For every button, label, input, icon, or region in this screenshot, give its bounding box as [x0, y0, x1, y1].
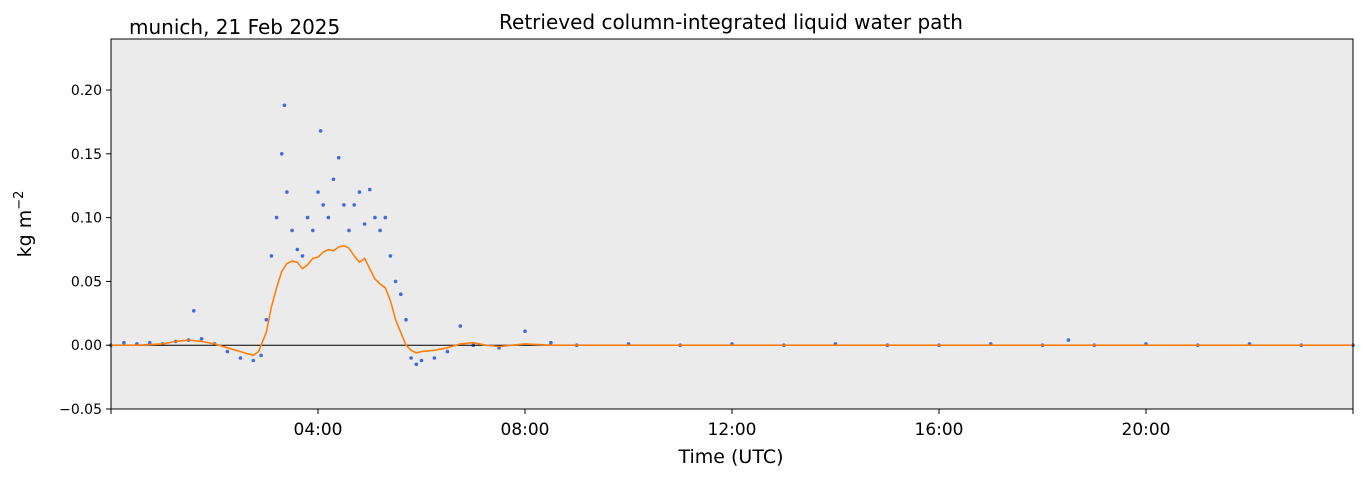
scatter-point: [1066, 338, 1071, 342]
scatter-point: [383, 215, 388, 220]
scatter-point: [225, 349, 230, 354]
scatter-point: [259, 353, 263, 358]
scatter-point: [264, 317, 269, 322]
scatter-point: [326, 215, 331, 220]
scatter-point: [362, 222, 367, 226]
scatter-point: [321, 203, 326, 207]
scatter-point: [432, 356, 437, 360]
lwp-smoothed-line: [111, 244, 1353, 357]
scatter-point: [458, 324, 463, 328]
y-tick-label: −0.05: [59, 402, 102, 418]
scatter-point: [311, 228, 315, 233]
scatter-point: [316, 190, 320, 194]
scatter-point: [409, 356, 413, 360]
y-axis-label-exponent: −2: [12, 191, 27, 210]
scatter-point: [318, 129, 323, 133]
scatter-point: [549, 340, 553, 345]
scatter-point: [399, 292, 403, 297]
location-date-label: munich, 21 Feb 2025: [129, 15, 340, 39]
scatter-point: [393, 279, 398, 284]
y-tick-label: 0.10: [71, 211, 102, 227]
scatter-point: [290, 228, 294, 233]
y-tick-label: 0.00: [71, 338, 102, 354]
y-tick-label: 0.20: [71, 83, 102, 99]
x-axis: 04:00 08:00 12:00 16:00 20:00: [110, 409, 1354, 440]
scatter-point: [192, 309, 196, 313]
y-tick-label: 0.05: [71, 274, 102, 290]
scatter-point: [336, 155, 341, 160]
scatter-point: [251, 358, 256, 363]
scatter-point: [357, 190, 362, 194]
scatter-point: [148, 340, 152, 345]
chart-title: Retrieved column-integrated liquid water…: [499, 10, 963, 34]
scatter-point: [274, 215, 279, 220]
plot-area: [111, 39, 1353, 409]
scatter-point: [414, 362, 419, 367]
scatter-point: [238, 356, 243, 360]
y-axis: −0.05 0.00 0.05 0.10 0.15 0.20: [59, 83, 111, 418]
scatter-point: [305, 215, 310, 220]
scatter-point: [280, 152, 284, 156]
scatter-point: [269, 254, 274, 258]
scatter-point: [282, 103, 287, 108]
y-axis-label: kg m−2: [12, 191, 36, 258]
scatter-point: [300, 254, 305, 258]
scatter-point: [445, 349, 450, 354]
scatter-point: [523, 329, 527, 334]
scatter-point: [404, 317, 408, 322]
scatter-point: [347, 228, 351, 233]
scatter-point: [368, 187, 372, 192]
scatter-point: [373, 215, 377, 220]
scatter-point: [342, 203, 346, 207]
x-axis-label: Time (UTC): [677, 446, 783, 468]
scatter-point: [331, 177, 336, 182]
x-tick-label: 20:00: [1122, 420, 1171, 440]
scatter-point: [378, 228, 382, 233]
scatter-point: [285, 190, 289, 194]
scatter-point: [295, 247, 300, 252]
x-tick-label: 12:00: [708, 420, 757, 440]
y-tick-label: 0.15: [71, 147, 102, 163]
x-tick-label: 04:00: [294, 420, 343, 440]
scatter-point: [388, 254, 393, 258]
x-tick-label: 16:00: [915, 420, 964, 440]
x-tick-label: 08:00: [501, 420, 550, 440]
scatter-point: [419, 358, 424, 363]
y-axis-label-unit: kg m: [14, 210, 36, 258]
scatter-point: [352, 203, 357, 207]
scatter-point: [122, 340, 126, 345]
scatter-point: [199, 337, 204, 341]
